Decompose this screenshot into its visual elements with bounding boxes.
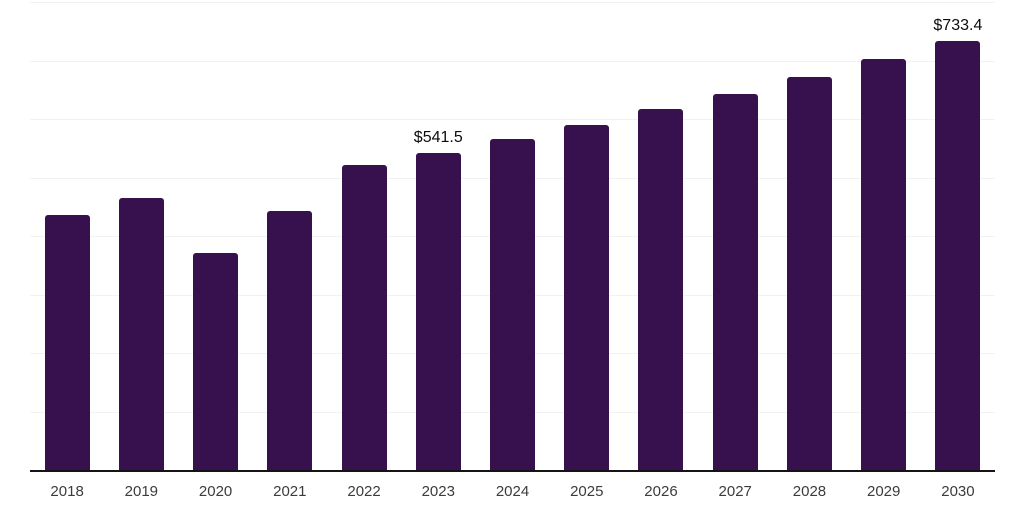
x-axis-labels: 2018 2019 2020 2021 2022 2023 2024 2025 2026 2027… <box>30 483 995 500</box>
x-tick-label-2022: 2022 <box>347 483 381 500</box>
x-tick-label-2020: 2020 <box>198 483 233 500</box>
x-tick-label-2029: 2029 <box>867 483 901 500</box>
x-tick-label-2019: 2019 <box>124 483 159 500</box>
bar-2027 <box>712 93 758 470</box>
x-tick-label-2018: 2018 <box>50 483 84 500</box>
bar-2018 <box>44 214 90 470</box>
bar-2025 <box>564 124 610 470</box>
x-axis-line <box>30 470 995 472</box>
bar-2028 <box>786 76 832 470</box>
x-tick-label-2024: 2024 <box>495 483 530 500</box>
x-tick-label-2023: 2023 <box>421 483 455 500</box>
gridline <box>30 2 995 3</box>
bar-2020 <box>193 252 239 470</box>
bar-value-label-2030: $733.4 <box>933 16 983 34</box>
bar-2021 <box>267 210 313 470</box>
bar-value-label-2023: $541.5 <box>413 129 463 147</box>
plot-area: $541.5 $733.4 <box>30 2 995 472</box>
gridline <box>30 60 995 62</box>
bar-2026 <box>638 109 684 470</box>
x-tick-label-2025: 2025 <box>570 483 604 500</box>
x-tick-label-2028: 2028 <box>792 483 827 500</box>
bar-2023 <box>415 153 461 470</box>
bar-2024 <box>490 139 535 470</box>
bar-2019 <box>118 197 164 470</box>
bar-2030 <box>935 40 981 470</box>
x-tick-label-2021: 2021 <box>273 483 307 500</box>
bar-2029 <box>861 59 907 470</box>
x-tick-label-2030: 2030 <box>941 483 975 500</box>
bar-2022 <box>341 164 387 470</box>
gridline <box>30 119 995 120</box>
x-tick-label-2026: 2026 <box>644 483 678 500</box>
x-tick-label-2027: 2027 <box>718 483 752 500</box>
